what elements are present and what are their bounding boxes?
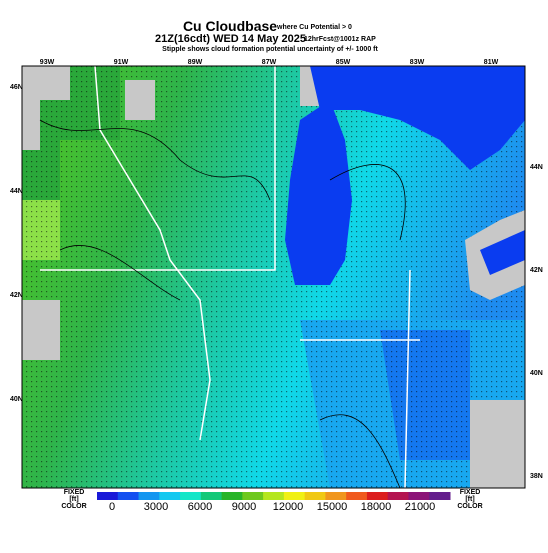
lon-label: 85W (336, 59, 351, 66)
colorbar-tick: 18000 (361, 501, 392, 513)
lat-label: 46N (10, 84, 23, 91)
lon-label: 83W (410, 59, 425, 66)
colorbar-tick: 0 (109, 501, 115, 513)
colorbar-tick: 6000 (188, 501, 212, 513)
lat-label: 38N (530, 473, 543, 480)
colorbar-tick: 15000 (317, 501, 348, 513)
colorbar-side-label: FIXED (460, 489, 481, 496)
colorbar-side-label: COLOR (61, 503, 86, 510)
colorbar-swatch (325, 492, 347, 500)
colorbar-swatch (346, 492, 368, 500)
colorbar-swatch (200, 492, 223, 500)
colorbar-side-label: COLOR (457, 503, 482, 510)
lat-label: 42N (10, 292, 23, 299)
colorbar-swatch (366, 492, 389, 500)
colorbar-swatch (429, 492, 451, 500)
colorbar-swatch (408, 492, 430, 500)
colorbar-swatch (387, 492, 409, 500)
colorbar-side-label: [ft] (69, 496, 78, 503)
lat-label: 40N (10, 396, 23, 403)
lat-label: 44N (10, 188, 23, 195)
colorbar-tick: 21000 (405, 501, 436, 513)
colorbar-swatch (180, 492, 202, 500)
lat-label: 40N (530, 370, 543, 377)
colorbar-tick: 9000 (232, 501, 256, 513)
colorbar-swatch (263, 492, 285, 500)
title: Cu Cloudbase (183, 18, 277, 34)
colorbar-swatch (283, 492, 306, 500)
title-note: where Cu Potential > 0 (276, 24, 352, 31)
colorbar-swatch (117, 492, 140, 500)
lon-label: 91W (114, 59, 129, 66)
colorbar-swatch (242, 492, 264, 500)
colorbar-tick: 3000 (144, 501, 168, 513)
lat-label: 44N (530, 164, 543, 171)
lon-label: 87W (262, 59, 277, 66)
colorbar-swatch (138, 492, 160, 500)
lon-label: 81W (484, 59, 499, 66)
colorbar-swatch (221, 492, 243, 500)
colorbar-side-label: FIXED (64, 489, 85, 496)
lon-label: 89W (188, 59, 203, 66)
forecast: 12hrFcst@1001z RAP (304, 36, 376, 43)
colorbar-swatch (304, 492, 326, 500)
subtitle: Stipple shows cloud formation potential … (162, 46, 378, 53)
map (21, 65, 526, 489)
colorbar-swatch (159, 492, 181, 500)
colorbar-side-label: [ft] (465, 496, 474, 503)
colorbar-tick: 12000 (273, 501, 304, 513)
colorbar-swatch (97, 492, 119, 500)
valid-time: 21Z(16cdt) WED 14 May 2025 (155, 33, 306, 45)
lon-label: 93W (40, 59, 55, 66)
lat-label: 42N (530, 267, 543, 274)
